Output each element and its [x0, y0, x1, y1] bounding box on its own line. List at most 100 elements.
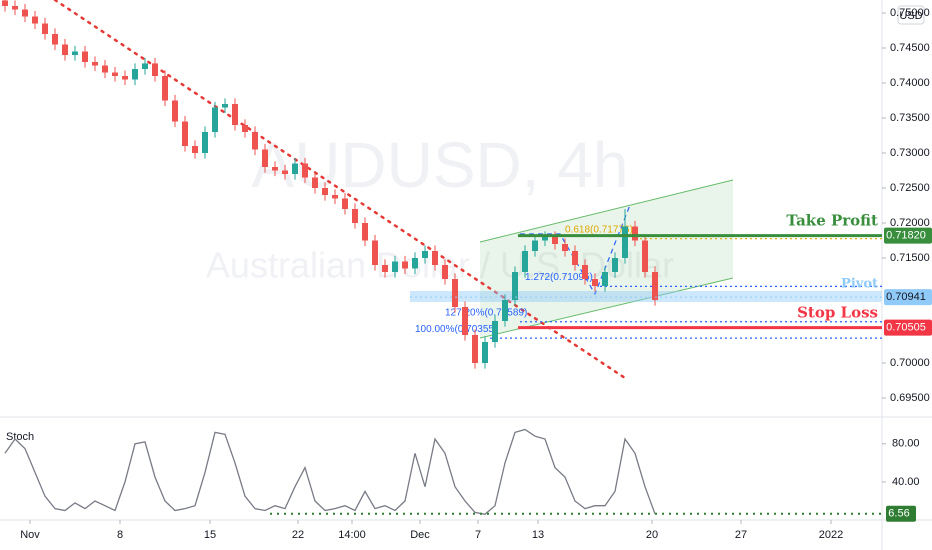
candle-body [632, 226, 638, 241]
price-badge [884, 289, 932, 306]
candle-body [192, 146, 198, 154]
stoch-badge [886, 505, 916, 522]
candle-body [492, 320, 498, 342]
y-tick-label: 0.73500 [890, 112, 930, 124]
candle-body [312, 177, 318, 189]
candle-body [72, 51, 78, 56]
price-badge-label: 0.71820 [886, 230, 926, 242]
price-badge [884, 319, 932, 336]
candle-body [102, 65, 108, 73]
level-name: Take Profit [786, 212, 878, 230]
candle-body [372, 240, 378, 266]
candle-body [32, 16, 38, 24]
fib-label: 0.618(0.71776) [565, 224, 633, 235]
candle-body [512, 272, 518, 300]
y-tick-label: 0.74000 [890, 77, 930, 89]
candle-body [152, 63, 158, 77]
candle-body [462, 306, 468, 335]
candle-body [62, 44, 68, 56]
y-tick-label: 0.73000 [890, 147, 930, 159]
candle-body [262, 149, 268, 168]
candle-body [242, 125, 248, 133]
candle-body [172, 100, 178, 122]
candle-body [482, 341, 488, 363]
candle-body [592, 278, 598, 286]
candle-body [292, 163, 298, 175]
stoch-tick-label: 80.00 [892, 438, 920, 450]
candle-body [282, 170, 288, 175]
watermark-title: AUDUSD, 4h [252, 129, 629, 201]
stoch-tick-label: 40.00 [892, 476, 920, 488]
candle-body [52, 34, 58, 45]
x-tick-label: 20 [646, 529, 658, 541]
candle-body [2, 0, 8, 7]
candle-body [422, 251, 428, 259]
x-tick-label: 14:00 [338, 529, 366, 541]
y-tick-label: 0.70000 [890, 357, 930, 369]
candle-body [362, 223, 368, 241]
candle-body [252, 132, 258, 150]
candle-body [612, 258, 618, 273]
candle-body [452, 278, 458, 307]
level-name: Pivot [841, 277, 878, 292]
y-tick-label: 0.75000 [890, 7, 930, 19]
candle-body [392, 261, 398, 273]
price-badge-label: 0.70941 [886, 291, 926, 303]
candle-body [122, 76, 128, 80]
candle-body [532, 240, 538, 252]
x-tick-label: 8 [117, 529, 123, 541]
x-tick-label: 13 [532, 529, 544, 541]
candle-body [502, 299, 508, 321]
fib-label: 127.20%(0.70589) [445, 307, 527, 318]
candle-body [402, 261, 408, 269]
candle-body [272, 167, 278, 171]
candle-body [522, 251, 528, 273]
x-tick-label: 15 [204, 529, 216, 541]
candle-body [162, 76, 168, 101]
x-tick-label: 2022 [819, 529, 843, 541]
candle-body [82, 51, 88, 63]
currency-badge[interactable] [897, 5, 925, 25]
candle-body [562, 244, 568, 252]
x-tick-label: 22 [292, 529, 304, 541]
candle-body [222, 104, 228, 108]
candle-body [442, 265, 448, 279]
stoch-badge-label: 6.56 [888, 508, 909, 520]
watermark-subtitle: Australian Dollar / U.S. Dollar [206, 245, 674, 286]
candle-body [232, 104, 238, 126]
candle-body [322, 188, 328, 196]
channel-top [479, 179, 734, 243]
candle-body [42, 23, 48, 35]
candle-body [212, 107, 218, 133]
candle-body [582, 265, 588, 279]
channel [480, 180, 733, 338]
candle-body [112, 72, 118, 77]
candle-body [382, 265, 388, 273]
candle-body [602, 272, 608, 286]
candle-body [652, 272, 658, 300]
candle-body [542, 237, 548, 241]
y-tick-label: 0.69500 [890, 392, 930, 404]
y-tick-label: 0.72500 [890, 182, 930, 194]
candle-body [92, 62, 98, 66]
candle-body [642, 240, 648, 273]
y-tick-label: 0.74500 [890, 42, 930, 54]
y-tick-label: 0.71500 [890, 252, 930, 264]
candle-body [12, 6, 18, 10]
candle-body [342, 198, 348, 210]
level-name: Stop Loss [797, 304, 878, 322]
fib-label: 1.272(0.71095) [525, 272, 593, 283]
x-tick-label: Nov [20, 529, 40, 541]
candle-body [142, 63, 148, 70]
fib-label: 100.00%(0.70355) [415, 324, 497, 335]
x-tick-label: Dec [410, 529, 430, 541]
candle-body [412, 258, 418, 269]
candle-body [432, 251, 438, 266]
pivot-zone [410, 291, 882, 302]
indicator-name: Stoch [6, 431, 34, 443]
trendline [53, 0, 627, 380]
candle-body [132, 69, 138, 80]
price-badge [884, 227, 932, 244]
candle-body [22, 9, 28, 17]
currency: USD [899, 10, 922, 22]
